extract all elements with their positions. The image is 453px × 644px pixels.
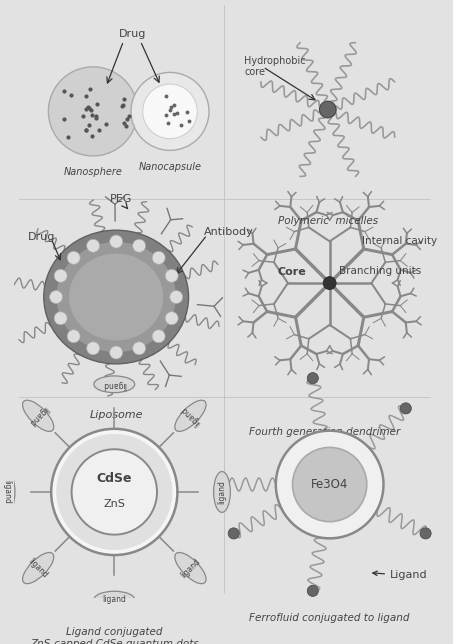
Circle shape	[54, 312, 67, 325]
Text: CdSe: CdSe	[96, 471, 132, 484]
Text: Fourth generation dendrimer: Fourth generation dendrimer	[250, 427, 400, 437]
Text: Ferrofluid conjugated to ligand: Ferrofluid conjugated to ligand	[250, 612, 410, 623]
Ellipse shape	[23, 553, 54, 583]
Text: Drug: Drug	[28, 232, 55, 242]
Circle shape	[276, 431, 384, 538]
Ellipse shape	[94, 591, 135, 608]
Circle shape	[87, 240, 100, 252]
Ellipse shape	[0, 471, 15, 513]
Text: ligand: ligand	[102, 595, 126, 604]
Text: ligand: ligand	[102, 380, 126, 389]
Ellipse shape	[23, 400, 54, 431]
Text: Branching units: Branching units	[339, 267, 421, 276]
Text: PEG: PEG	[110, 194, 132, 204]
Circle shape	[165, 312, 178, 325]
Text: Ligand: Ligand	[373, 571, 428, 580]
Text: ligand: ligand	[179, 556, 202, 580]
Text: Nanocapsule: Nanocapsule	[139, 162, 202, 171]
Circle shape	[54, 269, 67, 282]
Text: Core: Core	[278, 267, 306, 277]
Text: Hydrophobic
core: Hydrophobic core	[244, 55, 306, 77]
Circle shape	[131, 72, 209, 150]
Circle shape	[217, 479, 227, 490]
Circle shape	[49, 290, 63, 303]
Circle shape	[228, 528, 239, 539]
Circle shape	[56, 434, 173, 550]
Circle shape	[48, 67, 138, 156]
Ellipse shape	[175, 553, 206, 583]
Ellipse shape	[214, 471, 230, 513]
Circle shape	[319, 101, 336, 118]
Circle shape	[152, 251, 165, 264]
Ellipse shape	[44, 230, 188, 364]
Circle shape	[72, 450, 157, 535]
Text: Liposome: Liposome	[89, 410, 143, 421]
Circle shape	[170, 290, 183, 303]
Text: Drug: Drug	[119, 29, 147, 39]
Circle shape	[110, 346, 123, 359]
Circle shape	[323, 277, 336, 290]
Text: Antibody: Antibody	[204, 227, 254, 237]
Text: Internal cavity: Internal cavity	[362, 236, 437, 247]
Text: Fe3O4: Fe3O4	[311, 478, 348, 491]
Circle shape	[51, 429, 178, 555]
Circle shape	[143, 84, 198, 138]
Text: ligand: ligand	[179, 404, 202, 428]
Circle shape	[307, 585, 318, 596]
Circle shape	[307, 373, 318, 384]
Circle shape	[420, 528, 431, 539]
Circle shape	[110, 235, 123, 248]
Text: Polymeric  micelles: Polymeric micelles	[278, 216, 378, 226]
Ellipse shape	[175, 400, 206, 431]
Text: Ligand conjugated
ZnS-capped CdSe quantum dots: Ligand conjugated ZnS-capped CdSe quantu…	[30, 627, 199, 644]
Text: ligand: ligand	[27, 556, 50, 580]
Circle shape	[400, 402, 411, 414]
Circle shape	[87, 342, 100, 355]
Text: ligand: ligand	[2, 480, 11, 504]
Text: Nanosphere: Nanosphere	[63, 167, 122, 177]
Circle shape	[67, 330, 80, 343]
Ellipse shape	[94, 376, 135, 393]
Circle shape	[152, 330, 165, 343]
Text: ZnS: ZnS	[103, 499, 125, 509]
Ellipse shape	[57, 242, 176, 352]
Circle shape	[293, 448, 367, 522]
Ellipse shape	[69, 254, 163, 341]
Text: ligand: ligand	[217, 480, 226, 504]
Circle shape	[67, 251, 80, 264]
Circle shape	[165, 269, 178, 282]
Circle shape	[133, 342, 146, 355]
Text: ligand: ligand	[27, 404, 50, 428]
Circle shape	[133, 240, 146, 252]
